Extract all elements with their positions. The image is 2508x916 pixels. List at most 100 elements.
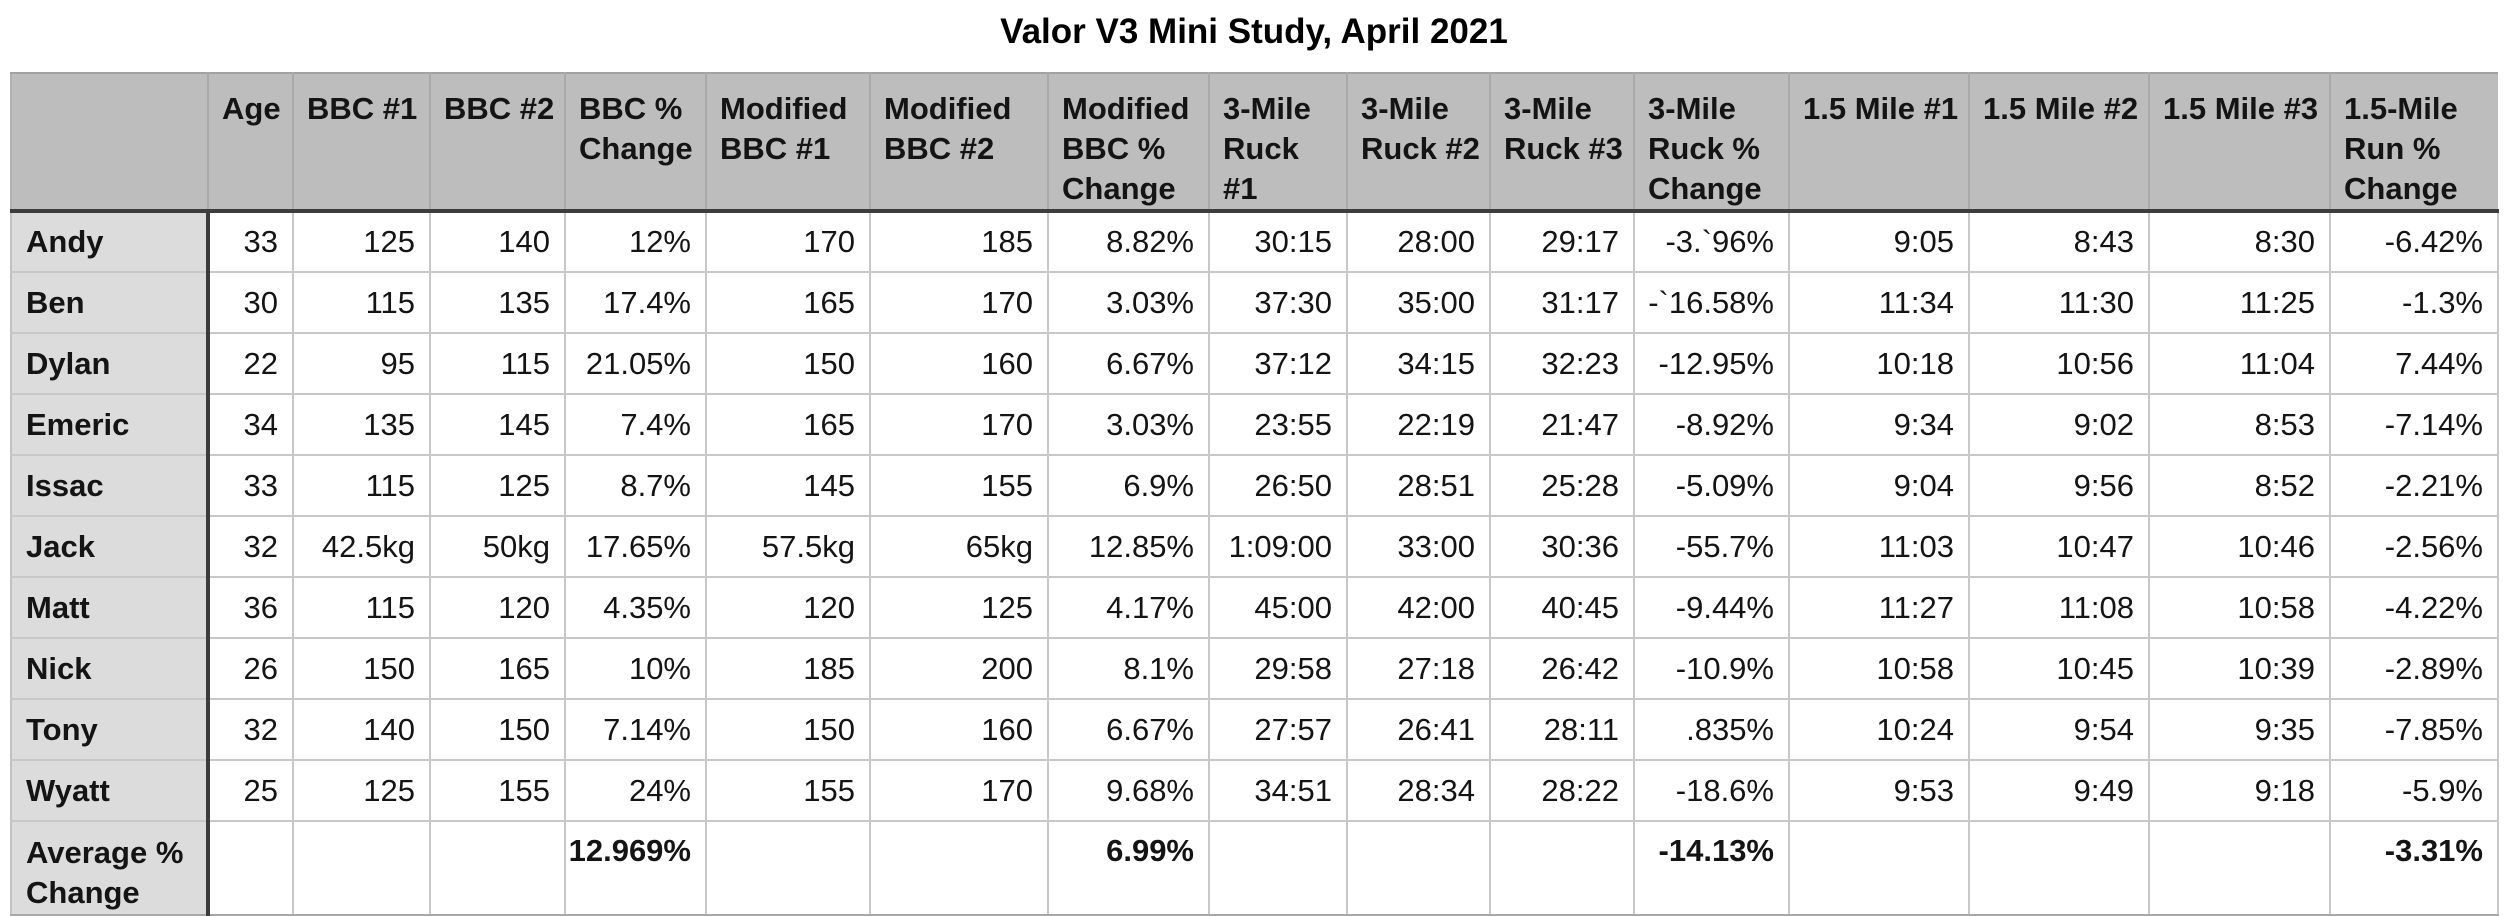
- cell-andy-3-mile-ruck-1[interactable]: 30:15: [1209, 211, 1348, 273]
- cell-ben-bbc-1[interactable]: 115: [293, 272, 431, 334]
- cell-matt-1-5-mile-2[interactable]: 11:08: [1969, 577, 2150, 639]
- cell-average-1-5-mile-run-change[interactable]: -3.31%: [2330, 821, 2499, 916]
- column-header-modified-bbc-2[interactable]: Modified BBC #2: [869, 72, 1049, 213]
- cell-dylan-bbc-change[interactable]: 21.05%: [565, 333, 707, 395]
- cell-nick-3-mile-ruck-3[interactable]: 26:42: [1490, 638, 1635, 700]
- cell-jack-1-5-mile-1[interactable]: 11:03: [1789, 516, 1970, 578]
- cell-matt-3-mile-ruck-change[interactable]: -9.44%: [1634, 577, 1790, 639]
- cell-jack-3-mile-ruck-change[interactable]: -55.7%: [1634, 516, 1790, 578]
- cell-tony-age[interactable]: 32: [208, 699, 294, 761]
- cell-nick-bbc-1[interactable]: 150: [293, 638, 431, 700]
- cell-emeric-3-mile-ruck-1[interactable]: 23:55: [1209, 394, 1348, 456]
- cell-nick-1-5-mile-3[interactable]: 10:39: [2149, 638, 2331, 700]
- cell-matt-3-mile-ruck-2[interactable]: 42:00: [1347, 577, 1491, 639]
- cell-tony-1-5-mile-1[interactable]: 10:24: [1789, 699, 1970, 761]
- cell-emeric-bbc-change[interactable]: 7.4%: [565, 394, 707, 456]
- cell-jack-3-mile-ruck-2[interactable]: 33:00: [1347, 516, 1491, 578]
- column-header-1-5-mile-3[interactable]: 1.5 Mile #3: [2148, 72, 2331, 213]
- column-header-bbc-change[interactable]: BBC % Change: [564, 72, 707, 213]
- cell-wyatt-bbc-1[interactable]: 125: [293, 760, 431, 822]
- cell-nick-3-mile-ruck-change[interactable]: -10.9%: [1634, 638, 1790, 700]
- cell-matt-modified-bbc-2[interactable]: 125: [870, 577, 1049, 639]
- cell-dylan-3-mile-ruck-3[interactable]: 32:23: [1490, 333, 1635, 395]
- column-header-age[interactable]: Age: [207, 72, 294, 213]
- cell-emeric-bbc-1[interactable]: 135: [293, 394, 431, 456]
- cell-nick-modified-bbc-1[interactable]: 185: [706, 638, 871, 700]
- cell-issac-1-5-mile-3[interactable]: 8:52: [2149, 455, 2331, 517]
- cell-jack-modified-bbc-change[interactable]: 12.85%: [1048, 516, 1210, 578]
- cell-ben-age[interactable]: 30: [208, 272, 294, 334]
- cell-wyatt-3-mile-ruck-2[interactable]: 28:34: [1347, 760, 1491, 822]
- cell-ben-bbc-2[interactable]: 135: [430, 272, 566, 334]
- cell-issac-bbc-change[interactable]: 8.7%: [565, 455, 707, 517]
- cell-nick-3-mile-ruck-1[interactable]: 29:58: [1209, 638, 1348, 700]
- cell-matt-modified-bbc-change[interactable]: 4.17%: [1048, 577, 1210, 639]
- row-name-dylan[interactable]: Dylan: [10, 333, 210, 395]
- cell-nick-modified-bbc-2[interactable]: 200: [870, 638, 1049, 700]
- cell-emeric-3-mile-ruck-change[interactable]: -8.92%: [1634, 394, 1790, 456]
- cell-average-3-mile-ruck-2[interactable]: [1347, 821, 1491, 916]
- column-header-1-5-mile-1[interactable]: 1.5 Mile #1: [1788, 72, 1970, 213]
- cell-wyatt-modified-bbc-change[interactable]: 9.68%: [1048, 760, 1210, 822]
- cell-andy-1-5-mile-1[interactable]: 9:05: [1789, 211, 1970, 273]
- cell-emeric-modified-bbc-change[interactable]: 3.03%: [1048, 394, 1210, 456]
- row-name-andy[interactable]: Andy: [10, 211, 210, 273]
- cell-issac-modified-bbc-change[interactable]: 6.9%: [1048, 455, 1210, 517]
- cell-tony-3-mile-ruck-change[interactable]: .835%: [1634, 699, 1790, 761]
- cell-average-bbc-change[interactable]: 12.969%: [565, 821, 707, 916]
- cell-issac-3-mile-ruck-1[interactable]: 26:50: [1209, 455, 1348, 517]
- cell-emeric-1-5-mile-1[interactable]: 9:34: [1789, 394, 1970, 456]
- cell-ben-modified-bbc-1[interactable]: 165: [706, 272, 871, 334]
- cell-dylan-modified-bbc-2[interactable]: 160: [870, 333, 1049, 395]
- cell-wyatt-modified-bbc-1[interactable]: 155: [706, 760, 871, 822]
- cell-average-modified-bbc-1[interactable]: [706, 821, 871, 916]
- row-name-emeric[interactable]: Emeric: [10, 394, 210, 456]
- cell-andy-3-mile-ruck-3[interactable]: 29:17: [1490, 211, 1635, 273]
- column-header-modified-bbc-1[interactable]: Modified BBC #1: [705, 72, 871, 213]
- cell-matt-modified-bbc-1[interactable]: 120: [706, 577, 871, 639]
- cell-issac-modified-bbc-1[interactable]: 145: [706, 455, 871, 517]
- cell-tony-3-mile-ruck-3[interactable]: 28:11: [1490, 699, 1635, 761]
- cell-average-1-5-mile-1[interactable]: [1789, 821, 1970, 916]
- row-name-wyatt[interactable]: Wyatt: [10, 760, 210, 822]
- column-header-bbc-2[interactable]: BBC #2: [429, 72, 566, 213]
- cell-nick-3-mile-ruck-2[interactable]: 27:18: [1347, 638, 1491, 700]
- cell-jack-1-5-mile-2[interactable]: 10:47: [1969, 516, 2150, 578]
- cell-matt-1-5-mile-1[interactable]: 11:27: [1789, 577, 1970, 639]
- column-header-3-mile-ruck-2[interactable]: 3-Mile Ruck #2: [1346, 72, 1491, 213]
- cell-dylan-1-5-mile-3[interactable]: 11:04: [2149, 333, 2331, 395]
- cell-wyatt-bbc-change[interactable]: 24%: [565, 760, 707, 822]
- row-name-jack[interactable]: Jack: [10, 516, 210, 578]
- cell-jack-3-mile-ruck-3[interactable]: 30:36: [1490, 516, 1635, 578]
- cell-wyatt-bbc-2[interactable]: 155: [430, 760, 566, 822]
- column-header-1-5-mile-run-change[interactable]: 1.5-Mile Run % Change: [2329, 72, 2498, 213]
- column-header-1-5-mile-2[interactable]: 1.5 Mile #2: [1968, 72, 2150, 213]
- row-name-issac[interactable]: Issac: [10, 455, 210, 517]
- cell-matt-3-mile-ruck-3[interactable]: 40:45: [1490, 577, 1635, 639]
- cell-matt-bbc-1[interactable]: 115: [293, 577, 431, 639]
- cell-dylan-1-5-mile-1[interactable]: 10:18: [1789, 333, 1970, 395]
- cell-jack-bbc-2[interactable]: 50kg: [430, 516, 566, 578]
- cell-ben-modified-bbc-2[interactable]: 170: [870, 272, 1049, 334]
- cell-andy-bbc-1[interactable]: 125: [293, 211, 431, 273]
- cell-average-1-5-mile-2[interactable]: [1969, 821, 2150, 916]
- cell-issac-1-5-mile-run-change[interactable]: -2.21%: [2330, 455, 2499, 517]
- cell-issac-3-mile-ruck-change[interactable]: -5.09%: [1634, 455, 1790, 517]
- cell-wyatt-3-mile-ruck-1[interactable]: 34:51: [1209, 760, 1348, 822]
- cell-andy-bbc-2[interactable]: 140: [430, 211, 566, 273]
- cell-jack-1-5-mile-3[interactable]: 10:46: [2149, 516, 2331, 578]
- cell-average-3-mile-ruck-change[interactable]: -14.13%: [1634, 821, 1790, 916]
- cell-jack-bbc-1[interactable]: 42.5kg: [293, 516, 431, 578]
- cell-tony-1-5-mile-3[interactable]: 9:35: [2149, 699, 2331, 761]
- cell-tony-modified-bbc-change[interactable]: 6.67%: [1048, 699, 1210, 761]
- cell-nick-age[interactable]: 26: [208, 638, 294, 700]
- column-header-3-mile-ruck-1[interactable]: 3-Mile Ruck #1: [1208, 72, 1348, 213]
- cell-average-modified-bbc-change[interactable]: 6.99%: [1048, 821, 1210, 916]
- cell-matt-bbc-change[interactable]: 4.35%: [565, 577, 707, 639]
- cell-nick-modified-bbc-change[interactable]: 8.1%: [1048, 638, 1210, 700]
- cell-wyatt-1-5-mile-1[interactable]: 9:53: [1789, 760, 1970, 822]
- corner-header-cell[interactable]: [10, 72, 209, 213]
- cell-wyatt-1-5-mile-2[interactable]: 9:49: [1969, 760, 2150, 822]
- cell-wyatt-3-mile-ruck-3[interactable]: 28:22: [1490, 760, 1635, 822]
- cell-andy-3-mile-ruck-change[interactable]: -3.`96%: [1634, 211, 1790, 273]
